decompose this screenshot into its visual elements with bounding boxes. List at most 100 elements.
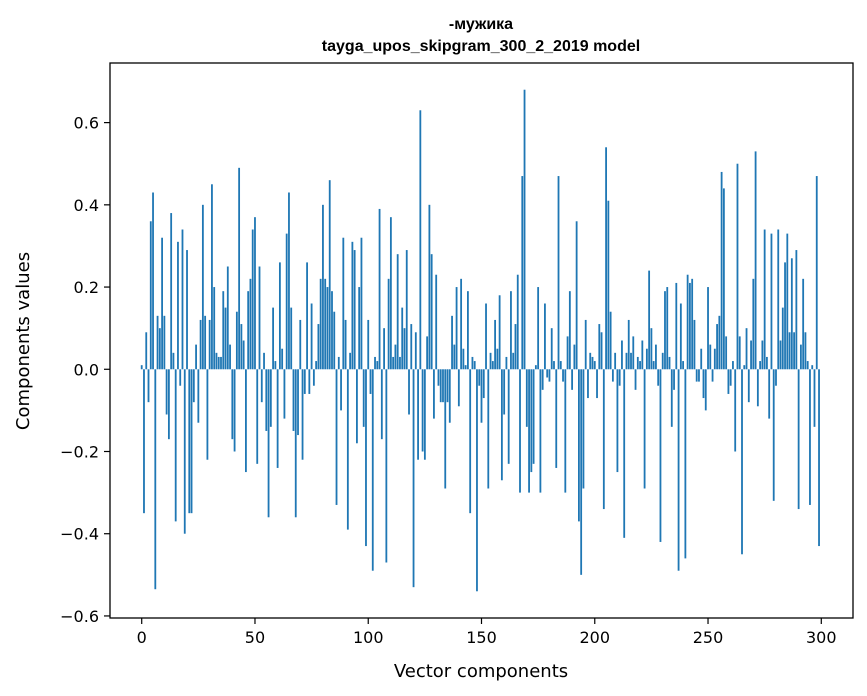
bar-98 xyxy=(362,369,365,427)
bar-166 xyxy=(516,274,519,370)
bar-294 xyxy=(806,361,809,370)
bar-128 xyxy=(430,254,433,370)
bar-163 xyxy=(510,291,512,370)
bar-258 xyxy=(725,336,728,370)
bar-62 xyxy=(281,348,284,370)
bar-113 xyxy=(396,254,399,370)
bar-117 xyxy=(405,250,408,370)
bar-299 xyxy=(818,369,820,547)
bar-84 xyxy=(331,291,333,370)
bar-197 xyxy=(587,369,589,399)
bar-123 xyxy=(419,110,422,370)
bar-20 xyxy=(186,250,188,370)
bar-266 xyxy=(743,365,746,370)
bar-104 xyxy=(376,361,379,370)
bar-34 xyxy=(217,356,220,370)
bar-50 xyxy=(254,217,256,370)
bar-201 xyxy=(596,369,598,399)
bar-144 xyxy=(467,291,469,370)
bar-38 xyxy=(226,266,229,370)
bar-253 xyxy=(713,348,716,370)
bar-174 xyxy=(534,365,537,370)
bar-173 xyxy=(532,369,535,464)
bar-207 xyxy=(609,311,612,370)
bar-246 xyxy=(698,369,700,382)
bar-149 xyxy=(478,369,481,386)
bar-151 xyxy=(482,369,485,399)
bar-37 xyxy=(224,307,227,370)
bar-204 xyxy=(602,369,605,510)
bar-251 xyxy=(709,344,712,370)
bar-242 xyxy=(689,282,691,370)
bar-182 xyxy=(553,361,555,370)
bar-184 xyxy=(557,176,560,370)
bar-154 xyxy=(489,352,492,370)
bar-224 xyxy=(648,270,651,370)
bar-60 xyxy=(276,369,279,468)
bar-167 xyxy=(519,369,521,493)
bar-276 xyxy=(766,356,768,370)
bar-193 xyxy=(578,369,580,522)
bar-63 xyxy=(283,369,286,419)
bar-238 xyxy=(679,303,682,370)
bar-273 xyxy=(759,361,762,370)
bar-36 xyxy=(222,291,225,370)
bar-119 xyxy=(410,324,413,370)
bar-141 xyxy=(460,278,463,370)
bar-286 xyxy=(788,332,791,370)
bar-231 xyxy=(664,291,666,370)
y-axis-label: Components values xyxy=(13,252,34,430)
bar-203 xyxy=(600,332,603,370)
bar-129 xyxy=(433,369,435,419)
bar-265 xyxy=(741,369,743,555)
chart-title-line2: tayga_upos_skipgram_300_2_2019 model xyxy=(322,38,640,55)
bar-77 xyxy=(315,361,318,370)
bar-222 xyxy=(643,369,646,489)
bar-148 xyxy=(476,369,478,592)
bar-9 xyxy=(161,237,163,370)
bar-181 xyxy=(550,328,553,370)
bar-111 xyxy=(392,356,395,370)
bar-28 xyxy=(204,315,207,370)
bar-91 xyxy=(346,369,349,530)
bar-66 xyxy=(290,307,293,370)
bar-73 xyxy=(306,262,308,370)
bar-137 xyxy=(451,315,453,370)
bar-52 xyxy=(258,266,261,370)
bar-27 xyxy=(201,204,204,370)
bar-147 xyxy=(473,361,476,370)
bar-249 xyxy=(704,369,707,411)
bar-159 xyxy=(500,369,503,481)
bar-178 xyxy=(544,303,546,370)
bar-14 xyxy=(172,352,175,370)
bar-236 xyxy=(675,282,678,370)
bar-160 xyxy=(503,369,506,415)
bar-240 xyxy=(684,369,687,559)
bar-7 xyxy=(156,315,159,370)
bar-152 xyxy=(485,303,487,370)
bar-49 xyxy=(251,229,254,370)
bar-277 xyxy=(768,369,771,419)
bar-109 xyxy=(387,278,390,370)
bar-232 xyxy=(666,287,669,370)
bar-291 xyxy=(799,344,802,370)
bar-131 xyxy=(437,369,440,386)
bar-0 xyxy=(140,365,143,370)
bar-76 xyxy=(312,369,315,386)
bar-15 xyxy=(174,369,177,522)
bar-212 xyxy=(621,340,623,370)
bar-293 xyxy=(804,332,807,370)
bar-8 xyxy=(158,328,161,370)
bar-118 xyxy=(408,369,410,415)
bars-group xyxy=(140,89,820,592)
x-tick-label: 50 xyxy=(245,628,265,647)
bar-280 xyxy=(775,369,777,386)
bar-101 xyxy=(369,369,372,394)
bar-269 xyxy=(750,340,752,370)
bar-94 xyxy=(353,250,356,370)
bar-254 xyxy=(716,324,718,370)
bar-194 xyxy=(580,369,583,575)
bar-69 xyxy=(297,369,299,436)
bar-261 xyxy=(732,361,734,370)
bar-124 xyxy=(421,369,424,452)
